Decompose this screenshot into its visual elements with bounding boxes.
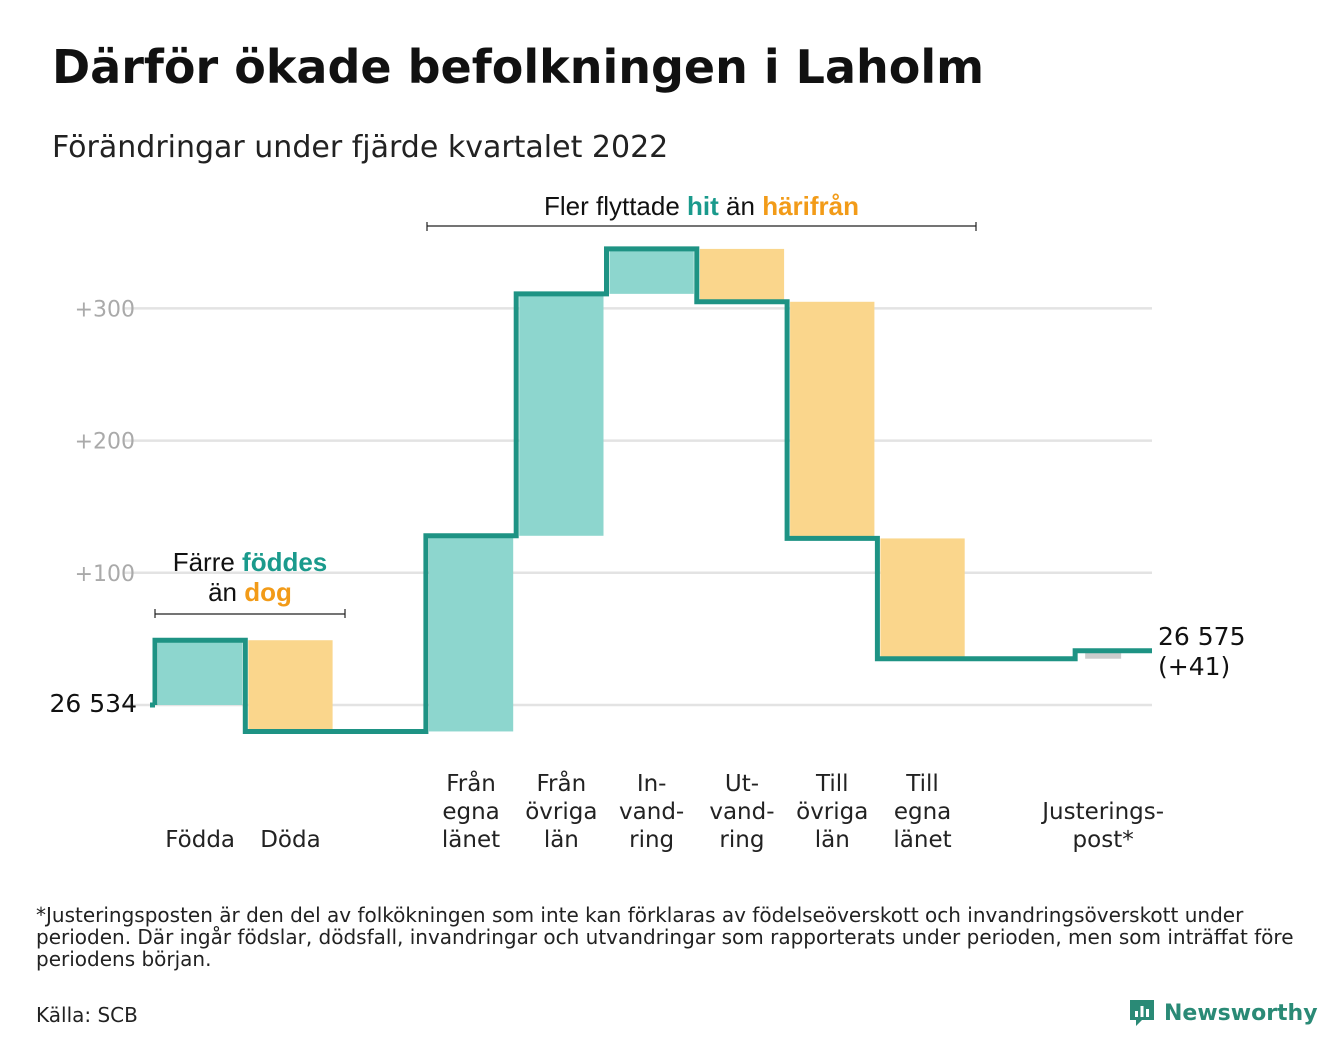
category-label: länet [893, 827, 951, 853]
waterfall-bar [699, 248, 785, 302]
end-value-label: 26 575 [1158, 622, 1245, 651]
waterfall-bar [880, 538, 965, 659]
category-label: länet [442, 827, 500, 853]
waterfall-chart: +100+200+300 Födda DödaFrånegnalänetFrånö… [50, 191, 1246, 853]
chart-title: Därför ökade befolkningen i Laholm [52, 40, 985, 94]
y-tick-label: +100 [75, 562, 135, 587]
waterfall-bar [519, 293, 604, 536]
y-tick-label: +200 [75, 430, 135, 455]
waterfall-bar [248, 640, 333, 732]
category-label: Från [537, 769, 587, 797]
category-label: Till [905, 771, 939, 797]
category-label: In- [637, 771, 667, 797]
footnote: *Justeringsposten är den del av folkökni… [36, 903, 1294, 971]
category-label: län [544, 827, 579, 853]
newsworthy-logo-icon [1130, 1000, 1154, 1026]
category-label: vand- [709, 799, 774, 825]
brand-name: Newsworthy [1164, 1000, 1318, 1026]
source-label: Källa: SCB [36, 1003, 138, 1027]
migration-annotation: Fler flyttade hit än härifrån [544, 191, 859, 221]
waterfall-bar [609, 248, 694, 294]
category-label: vand- [619, 799, 684, 825]
category-label: egna [442, 799, 499, 825]
category-label: övriga [525, 799, 597, 825]
category-label: post* [1073, 827, 1134, 853]
category-label: Döda [260, 827, 320, 853]
step-line [152, 246, 1152, 734]
category-label: Justerings- [1040, 799, 1164, 825]
y-tick-label: +300 [75, 297, 135, 322]
category-label: Födda [165, 827, 235, 853]
migration-bracket [426, 222, 977, 231]
category-label: Till [815, 771, 849, 797]
category-label: ring [629, 827, 674, 853]
birth-annotation-line1: Färre föddes [173, 547, 328, 577]
category-label: Ut- [725, 771, 759, 797]
category-label: egna [894, 799, 951, 825]
start-value-label: 26 534 [50, 689, 137, 718]
waterfall-bar [428, 535, 514, 732]
category-label: län [815, 827, 850, 853]
chart-subtitle: Förändringar under fjärde kvartalet 2022 [52, 130, 669, 165]
category-label: Från [446, 769, 496, 797]
brand-logo: Newsworthy [1128, 996, 1318, 1030]
waterfall-bar [1085, 650, 1122, 659]
end-change-label: (+41) [1158, 652, 1230, 681]
waterfall-bar [790, 301, 875, 539]
birth-bracket [154, 609, 346, 618]
category-label: ring [719, 827, 764, 853]
category-label: övriga [796, 799, 868, 825]
waterfall-bar [158, 640, 243, 705]
birth-annotation-line2: än dog [208, 577, 292, 607]
